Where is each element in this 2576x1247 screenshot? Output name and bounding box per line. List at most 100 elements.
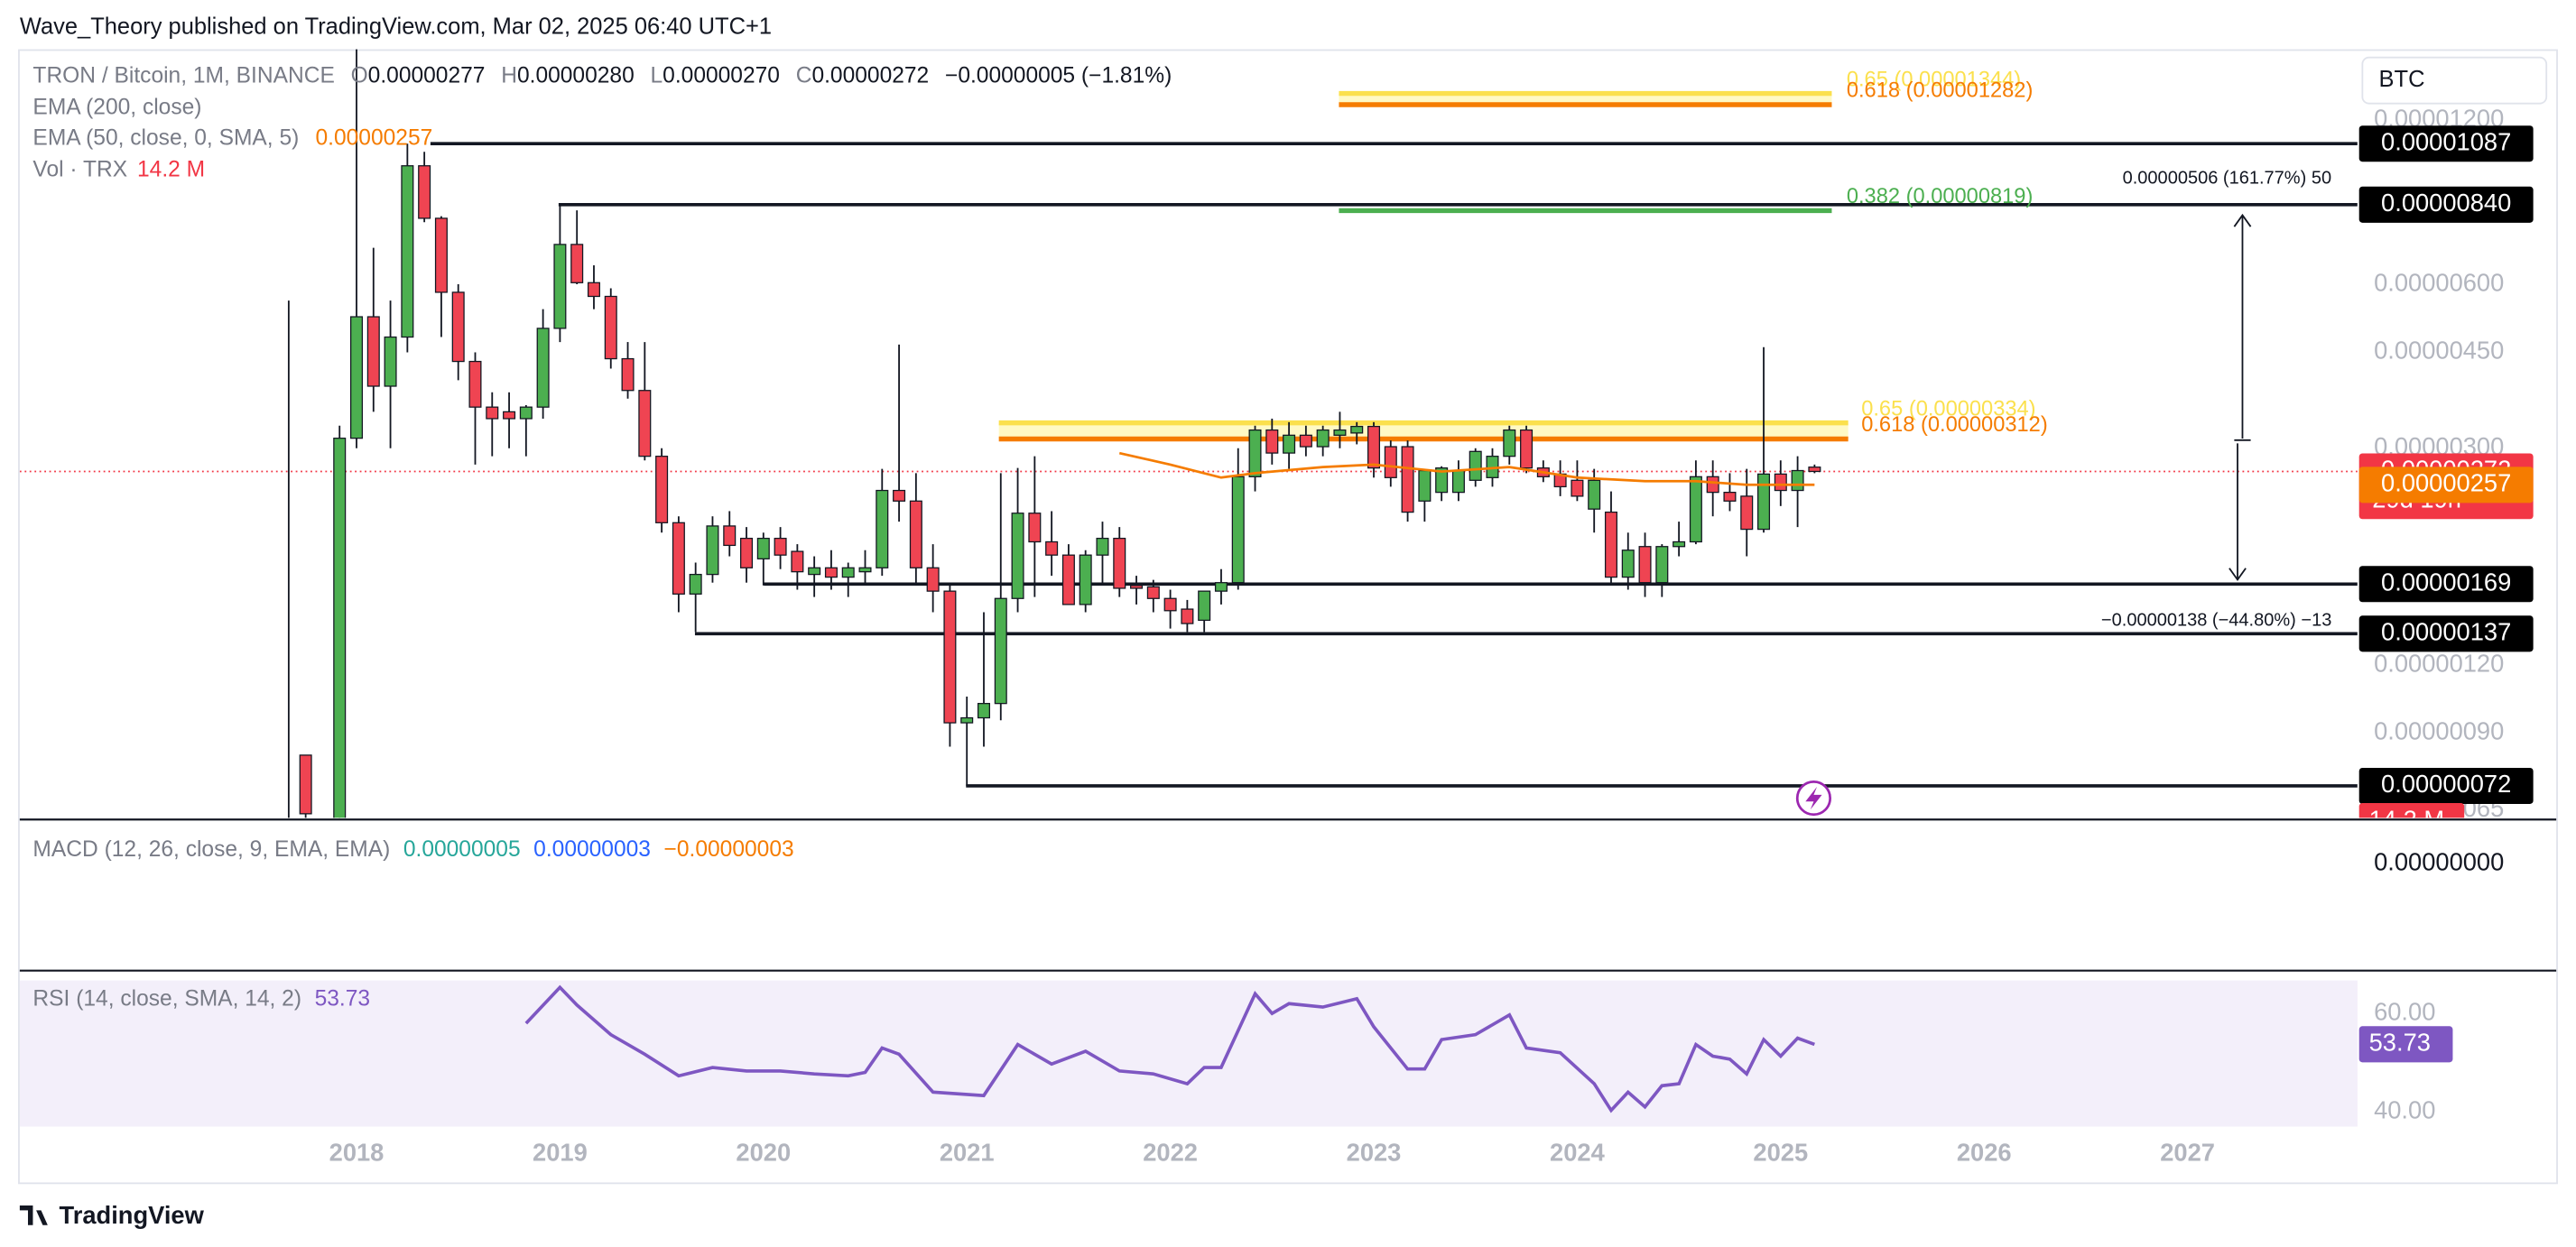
candle-body <box>926 567 940 592</box>
ohlc-value: 0.00000277 <box>368 64 486 88</box>
candle-body <box>349 316 364 439</box>
candle-body <box>1113 537 1126 589</box>
macd-axis-label: 0.00000000 <box>2374 848 2504 876</box>
candle-body <box>366 316 380 387</box>
rsi-tick-label: 60.00 <box>2374 997 2435 1025</box>
candle-body <box>893 489 906 502</box>
measure-label: 0.00000506 (161.77%) 50 <box>2123 169 2331 189</box>
ohlc-value: 0.00000280 <box>517 64 635 88</box>
candle-body <box>689 573 702 595</box>
y-tick-label: 0.00000600 <box>2374 268 2504 296</box>
fib-label: 0.382 (0.00000819) <box>1847 185 2034 208</box>
macd-value: 0.00000005 <box>403 837 521 862</box>
candle-body <box>587 282 600 298</box>
currency-button[interactable] <box>2361 56 2548 105</box>
candle-body <box>536 328 550 408</box>
ohlc-key: O <box>351 64 368 88</box>
ema200-legend: EMA (200, close) <box>32 96 201 120</box>
candle-body <box>1757 473 1771 531</box>
y-tick-label: 0.00000120 <box>2374 649 2504 677</box>
candle-body <box>943 590 957 724</box>
header: Wave_Theory published on TradingView.com… <box>20 14 772 40</box>
footer-brand: TradingView <box>60 1201 205 1229</box>
candle-body <box>858 567 872 573</box>
volume-tag <box>2358 803 2465 818</box>
candle-body <box>1774 473 1787 492</box>
x-tick-label: 2024 <box>1550 1139 1606 1167</box>
candle-body <box>1214 582 1228 592</box>
macd-title: MACD (12, 26, close, 9, EMA, EMA) <box>32 837 390 862</box>
ema50-line <box>1118 451 1815 486</box>
rsi-tag-label: 53.73 <box>2369 1029 2431 1057</box>
candle-body <box>1469 450 1482 481</box>
candle-body <box>1350 425 1364 434</box>
price-tag-label: 0.00000257 <box>2381 469 2511 497</box>
ema50-value: 0.00000257 <box>316 126 433 151</box>
candle-body <box>1571 479 1584 497</box>
candle-body <box>841 567 855 578</box>
ohlc-key: H <box>501 64 517 88</box>
price-tag <box>2358 466 2534 503</box>
fib-label: 0.65 (0.00001344) <box>1847 68 2021 91</box>
price-tag-label: 0.00000072 <box>2381 770 2511 798</box>
candle-body <box>1706 476 1719 494</box>
volume-value: 14.2 M <box>137 158 205 182</box>
fib-label: 0.65 (0.00000334) <box>1861 397 2035 420</box>
price-pane <box>19 49 2358 818</box>
price-tag <box>2358 566 2534 603</box>
rsi-tick-label: 40.00 <box>2374 1095 2435 1123</box>
candle-body <box>1520 429 1534 469</box>
rsi-line <box>524 984 1815 1113</box>
price-tag <box>2358 125 2534 162</box>
candle-body <box>486 406 499 420</box>
candle-body <box>1299 434 1312 448</box>
candle-body <box>1367 425 1381 469</box>
fib-label: 0.618 (0.00000312) <box>1861 413 2048 437</box>
candle-body <box>774 537 787 556</box>
symbol-legend: TRON / Bitcoin, 1M, BINANCE O0.00000277 … <box>32 64 1172 88</box>
x-tick-label: 2020 <box>736 1139 791 1167</box>
candle-body <box>1333 429 1347 436</box>
currency-button-label[interactable]: BTC <box>2379 67 2425 92</box>
rsi-tag <box>2358 1026 2453 1063</box>
x-tick-label: 2021 <box>940 1139 995 1167</box>
candle-body <box>1096 537 1109 556</box>
price-tag-label: 0.00000840 <box>2381 189 2511 217</box>
symbol: TRON / Bitcoin, 1M, BINANCE <box>32 64 334 88</box>
candle-body <box>1061 554 1075 605</box>
price-tag-label: 0.00000169 <box>2381 568 2511 596</box>
candle-body <box>672 522 685 595</box>
candle-body <box>977 703 990 719</box>
candle-body <box>1011 513 1024 599</box>
tradingview-logo <box>19 1205 48 1225</box>
candle-body <box>1265 429 1279 454</box>
candle-body <box>740 537 754 568</box>
lower-panes: 60.00 40.00 53.73 <box>524 984 2453 1123</box>
candle-body <box>1638 546 1652 584</box>
candle-body <box>451 291 465 363</box>
volume-tag-label: 14.2 M <box>2369 805 2444 833</box>
x-tick-label: 2026 <box>1957 1139 2012 1167</box>
candle-body <box>909 500 922 568</box>
x-tick-label: 2027 <box>2160 1139 2215 1167</box>
x-tick-label: 2022 <box>1143 1139 1198 1167</box>
candle-body <box>401 165 414 338</box>
fib-zone <box>998 422 1849 439</box>
candle-body <box>1435 467 1449 494</box>
candle-body <box>1401 446 1414 513</box>
candle-body <box>960 716 974 724</box>
candle-body <box>1723 492 1737 502</box>
candle-body <box>621 357 635 392</box>
candle-body <box>1791 469 1804 492</box>
measure-label: −0.00000138 (−44.80%) −13 <box>2101 610 2331 630</box>
fib-zone <box>1339 93 1832 105</box>
candle-body <box>1045 540 1059 556</box>
candle-body <box>1248 429 1262 477</box>
candle-body <box>1079 554 1092 605</box>
ema50-legend: EMA (50, close, 0, SMA, 5) 0.00000257 <box>32 126 432 151</box>
ema50-title: EMA (50, close, 0, SMA, 5) <box>32 126 299 151</box>
candle-body <box>655 456 669 523</box>
candle-body <box>1181 608 1194 624</box>
